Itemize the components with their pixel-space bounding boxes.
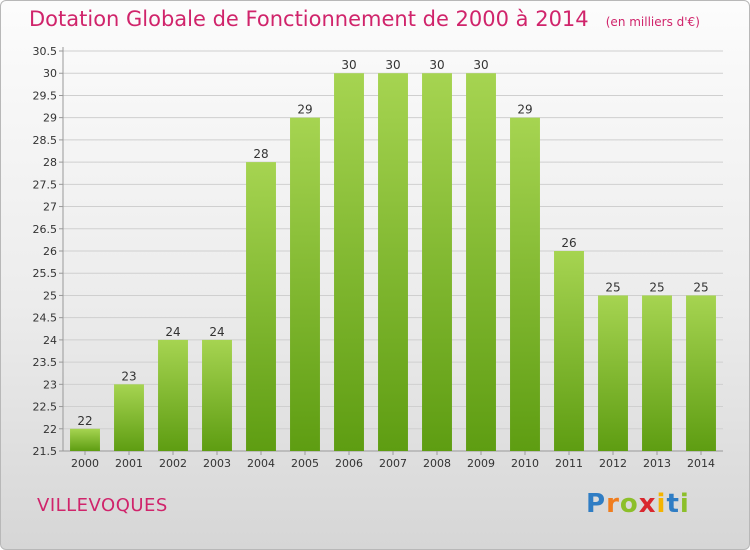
bar-2011 xyxy=(554,251,584,451)
y-tick-label: 25.5 xyxy=(33,267,58,280)
logo-letter: P xyxy=(586,489,607,519)
bar-2002 xyxy=(158,339,188,451)
y-tick-label: 26.5 xyxy=(33,223,58,236)
x-tick-label-2013: 2013 xyxy=(643,457,671,470)
bar-2010 xyxy=(510,117,540,452)
logo-letter: o xyxy=(619,489,639,519)
x-tick-label-2012: 2012 xyxy=(599,457,627,470)
y-tick-label: 22.5 xyxy=(33,401,58,414)
y-tick-label: 27.5 xyxy=(33,178,58,191)
value-label-2001: 23 xyxy=(121,369,136,383)
chart-title: Dotation Globale de Fonctionnement de 20… xyxy=(29,7,700,31)
value-label-2006: 30 xyxy=(341,58,356,72)
y-tick-label: 24 xyxy=(43,334,57,347)
y-tick-label: 26 xyxy=(43,245,57,258)
x-tick-label-2005: 2005 xyxy=(291,457,319,470)
y-tick-label: 30.5 xyxy=(33,45,58,58)
commune-name: VILLEVOQUES xyxy=(37,495,168,516)
x-tick-label-2001: 2001 xyxy=(115,457,143,470)
y-tick-label: 27 xyxy=(43,201,57,214)
logo-letter: i xyxy=(679,489,690,519)
value-label-2007: 30 xyxy=(385,58,400,72)
x-tick-label-2008: 2008 xyxy=(423,457,451,470)
value-label-2003: 24 xyxy=(209,325,224,339)
x-tick-label-2009: 2009 xyxy=(467,457,495,470)
value-label-2013: 25 xyxy=(649,280,664,294)
bar-2012 xyxy=(598,295,628,451)
value-label-2002: 24 xyxy=(165,325,180,339)
logo-letter: r xyxy=(606,489,620,519)
chart-title-text: Dotation Globale de Fonctionnement de 20… xyxy=(29,7,589,31)
y-tick-label: 29.5 xyxy=(33,89,58,102)
x-tick-label-2002: 2002 xyxy=(159,457,187,470)
y-tick-label: 23 xyxy=(43,378,57,391)
y-tick-label: 28 xyxy=(43,156,57,169)
x-tick-label-2011: 2011 xyxy=(555,457,583,470)
value-label-2005: 29 xyxy=(297,103,312,117)
x-tick-label-2004: 2004 xyxy=(247,457,275,470)
x-tick-label-2006: 2006 xyxy=(335,457,363,470)
y-tick-label: 29 xyxy=(43,112,57,125)
bar-2014 xyxy=(686,295,716,451)
bar-2004 xyxy=(246,162,276,451)
logo-letter: x xyxy=(638,489,657,519)
value-label-2010: 29 xyxy=(517,103,532,117)
bar-2003 xyxy=(202,339,232,451)
x-tick-label-2000: 2000 xyxy=(71,457,99,470)
chart-unit-label: (en milliers d'€) xyxy=(605,15,700,29)
bar-2006 xyxy=(334,73,364,451)
bar-2007 xyxy=(378,73,408,451)
y-tick-label: 25 xyxy=(43,289,57,302)
value-label-2012: 25 xyxy=(605,280,620,294)
bar-2008 xyxy=(422,73,452,451)
value-label-2008: 30 xyxy=(429,58,444,72)
x-tick-label-2010: 2010 xyxy=(511,457,539,470)
x-tick-label-2014: 2014 xyxy=(687,457,715,470)
y-tick-label: 22 xyxy=(43,423,57,436)
value-label-2004: 28 xyxy=(253,147,268,161)
labels: 21.5 22 22.5 23 23.5 24 24.5 25 25.5 26 26.5 27 27.5… xyxy=(33,45,716,470)
value-label-2014: 25 xyxy=(693,280,708,294)
proxiti-logo[interactable]: Proxiti xyxy=(586,489,690,519)
y-tick-label: 21.5 xyxy=(33,445,58,458)
logo-letter: i xyxy=(656,489,667,519)
x-tick-label-2007: 2007 xyxy=(379,457,407,470)
bar-2013 xyxy=(642,295,672,451)
logo-letter: t xyxy=(666,489,680,519)
value-label-2009: 30 xyxy=(473,58,488,72)
y-tick-label: 30 xyxy=(43,67,57,80)
bars xyxy=(70,73,716,452)
y-tick-label: 28.5 xyxy=(33,134,58,147)
value-label-2000: 22 xyxy=(77,414,92,428)
y-tick-label: 24.5 xyxy=(33,312,58,325)
x-tick-label-2003: 2003 xyxy=(203,457,231,470)
bar-2005 xyxy=(290,117,320,452)
bar-2009 xyxy=(466,73,496,451)
value-label-2011: 26 xyxy=(561,236,576,250)
bar-2000 xyxy=(70,428,100,451)
y-tick-label: 23.5 xyxy=(33,356,58,369)
bar-2001 xyxy=(114,384,144,451)
